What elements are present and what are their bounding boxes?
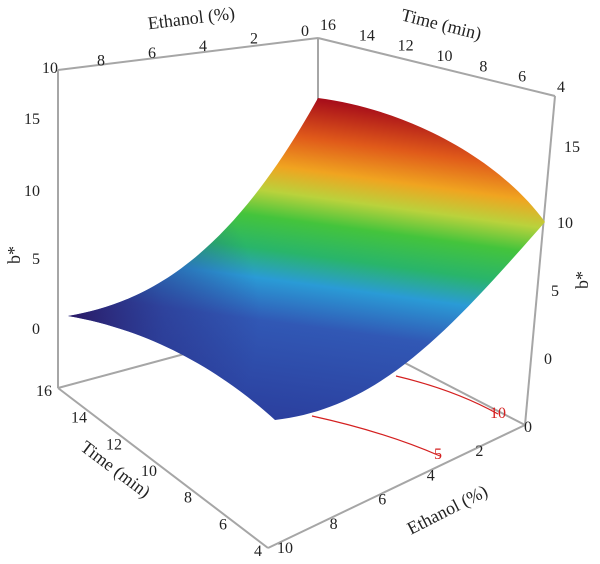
floor-contours: 10 5: [311, 375, 506, 463]
right-z-tick-10: 10: [557, 215, 573, 232]
top-time-tick-4: 4: [557, 79, 565, 96]
contour-line-5: [311, 415, 441, 457]
floor-ethanol-tick-8: 8: [330, 516, 338, 533]
floor-ethanol-tick-10: 10: [277, 540, 293, 557]
box-top-right-edge: [317, 37, 556, 97]
right-z-axis-title: b*: [572, 271, 592, 289]
floor-time-tick-6: 6: [219, 516, 227, 533]
box-front-lines: [57, 387, 526, 549]
box-front-right-floor-edge: [267, 424, 526, 549]
top-ethanol-tick-4: 4: [199, 38, 207, 55]
contour-label-10: 10: [490, 405, 506, 422]
left-z-tick-15: 15: [24, 111, 40, 128]
top-time-tick-12: 12: [398, 38, 414, 55]
top-ethanol-tick-0: 0: [301, 23, 309, 40]
left-z-tick-5: 5: [32, 251, 40, 268]
top-time-tick-8: 8: [479, 58, 487, 75]
top-ethanol-axis-title: Ethanol (%): [147, 3, 236, 35]
floor-time-tick-10: 10: [141, 463, 157, 480]
floor-ethanol-tick-6: 6: [378, 492, 386, 509]
top-time-tick-14: 14: [359, 27, 375, 44]
contour-line-10: [395, 375, 499, 415]
left-z-tick-0: 0: [32, 321, 40, 338]
floor-time-tick-14: 14: [71, 410, 87, 427]
right-z-tick-15: 15: [564, 139, 580, 156]
floor-time-tick-8: 8: [184, 490, 192, 507]
right-z-tick-5: 5: [551, 283, 559, 300]
box-right-vertical-edge: [524, 95, 556, 426]
floor-ethanol-axis-title: Ethanol (%): [404, 481, 491, 539]
box-front-left-floor-edge: [57, 387, 269, 549]
floor-time-tick-4: 4: [254, 543, 262, 560]
surface-shadow: [68, 98, 545, 420]
contour-label-5: 5: [434, 446, 442, 463]
top-ethanol-tick-10: 10: [42, 60, 58, 77]
right-z-tick-0: 0: [544, 351, 552, 368]
top-ethanol-tick-8: 8: [97, 53, 105, 70]
top-time-tick-16: 16: [320, 17, 336, 34]
floor-ethanol-tick-4: 4: [427, 467, 435, 484]
axis-labels: 10 8 6 4 2 0 16 14 12 10 8 6 4 0 5 10 15 0 5 10 15 16 14 12 10 8 6…: [4, 3, 592, 560]
floor-ethanol-tick-0: 0: [524, 419, 532, 436]
top-ethanol-tick-6: 6: [148, 45, 156, 62]
top-time-tick-6: 6: [518, 69, 526, 86]
top-ethanol-tick-2: 2: [250, 30, 258, 47]
left-z-axis-title: b*: [4, 246, 24, 264]
response-surface: [68, 98, 545, 420]
floor-time-tick-16: 16: [36, 383, 52, 400]
top-time-tick-10: 10: [437, 48, 453, 65]
floor-ethanol-tick-2: 2: [475, 443, 483, 460]
floor-time-tick-12: 12: [106, 436, 122, 453]
box-top-left-edge: [57, 37, 319, 71]
left-z-tick-10: 10: [24, 183, 40, 200]
